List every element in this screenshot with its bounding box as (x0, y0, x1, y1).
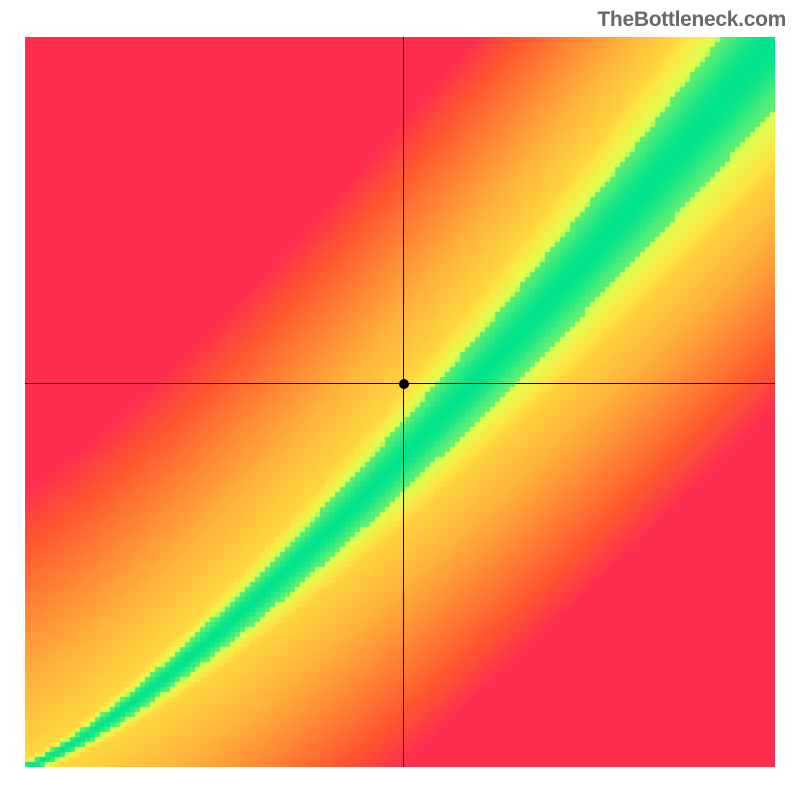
watermark-text: TheBottleneck.com (597, 8, 786, 32)
heatmap-canvas (25, 37, 775, 767)
plot-area (25, 37, 775, 767)
figure-container: TheBottleneck.com (0, 0, 800, 800)
